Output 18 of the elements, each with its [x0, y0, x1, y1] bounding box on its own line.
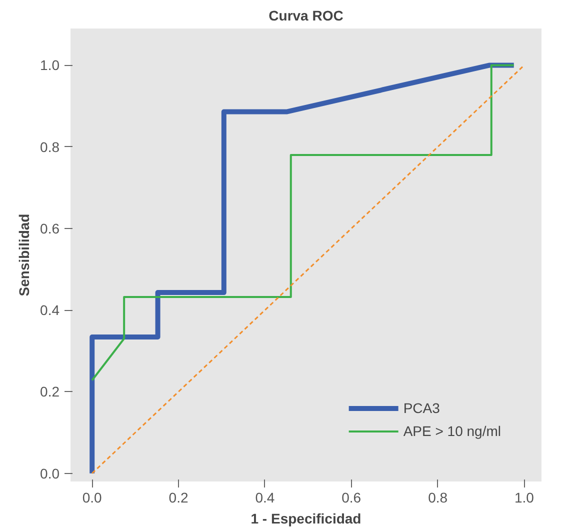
line-series [91, 64, 515, 382]
x-tick-label: 0.4 [255, 490, 275, 506]
chart-title: Curva ROC [268, 8, 344, 24]
x-tick-label: 1.0 [514, 490, 534, 506]
y-tick-label: 0.8 [40, 138, 60, 155]
x-tick-label: 0.2 [168, 490, 188, 506]
y-tick-label: 0.6 [40, 220, 60, 236]
x-tick-label: 0.0 [82, 490, 102, 506]
y-tick-label: 0.4 [40, 302, 60, 318]
legend-label: APE > 10 ng/ml [403, 423, 501, 439]
x-axis-title: 1 - Especificidad [250, 510, 362, 526]
x-tick-label: 0.6 [342, 490, 362, 506]
y-tick-label: 1.0 [40, 57, 60, 74]
y-axis-title: Sensibilidad [16, 214, 32, 296]
legend-label: PCA3 [403, 400, 440, 416]
x-tick-label: 0.8 [428, 490, 448, 506]
y-tick-label: 0.0 [40, 465, 60, 482]
y-tick-label: 0.2 [40, 384, 60, 400]
